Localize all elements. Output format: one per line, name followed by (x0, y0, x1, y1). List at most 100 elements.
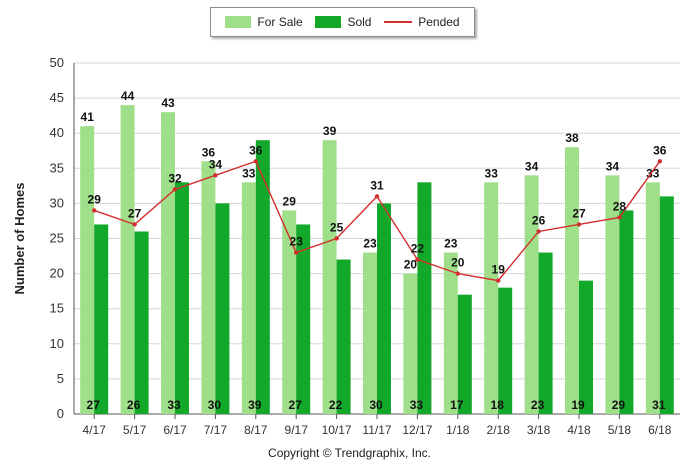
data-label-sold: 30 (208, 398, 222, 412)
data-label-for-sale: 33 (646, 166, 660, 180)
y-tick-label: 45 (50, 90, 64, 105)
bar-sold (175, 182, 189, 414)
x-tick-label: 9/17 (285, 423, 309, 437)
y-tick-label: 30 (50, 195, 64, 210)
data-label-for-sale: 41 (81, 110, 95, 124)
x-tick-label: 4/18 (567, 423, 591, 437)
bar-sold (619, 210, 634, 414)
pended-point (294, 250, 299, 255)
data-label-pended: 26 (532, 213, 546, 227)
data-label-pended: 23 (290, 235, 304, 249)
pended-point (455, 271, 460, 276)
bar-for-sale (120, 105, 135, 415)
x-tick-label: 2/18 (487, 423, 511, 437)
legend: For Sale Sold Pended (210, 7, 475, 37)
pended-point (213, 173, 218, 178)
pended-point (172, 187, 178, 192)
x-tick-label: 6/18 (648, 423, 672, 437)
bar-for-sale (282, 210, 297, 414)
data-label-for-sale: 33 (485, 166, 499, 180)
data-label-pended: 29 (88, 192, 102, 206)
x-tick-label: 5/18 (608, 423, 632, 437)
y-tick-label: 5 (57, 371, 64, 386)
data-label-pended: 31 (370, 178, 384, 192)
data-label-for-sale: 34 (525, 159, 539, 173)
legend-item-for-sale: For Sale (225, 15, 303, 29)
x-tick-label: 10/17 (322, 423, 352, 437)
bar-for-sale (403, 273, 418, 414)
bar-for-sale (241, 182, 256, 414)
data-label-for-sale: 34 (606, 159, 620, 173)
data-label-pended: 25 (330, 221, 344, 235)
data-label-sold: 18 (491, 398, 505, 412)
bar-for-sale (605, 175, 620, 414)
legend-label-for-sale: For Sale (257, 15, 303, 29)
bar-sold (538, 252, 553, 414)
data-label-pended: 27 (572, 206, 586, 220)
data-label-pended: 34 (209, 157, 223, 171)
bar-sold (336, 259, 351, 414)
y-tick-label: 35 (50, 160, 64, 175)
legend-label-sold: Sold (347, 15, 372, 29)
data-label-for-sale: 39 (323, 124, 337, 138)
data-label-sold: 29 (612, 398, 626, 412)
pended-point (334, 236, 339, 241)
y-tick-label: 40 (50, 125, 64, 140)
y-axis-label: Number of Homes (12, 183, 27, 295)
data-label-for-sale: 23 (444, 237, 458, 251)
x-tick-label: 5/17 (123, 423, 147, 437)
bar-sold (134, 231, 149, 414)
bar-sold (659, 196, 674, 414)
data-label-pended: 36 (249, 143, 263, 157)
pended-point (92, 208, 97, 213)
pended-point (132, 222, 137, 227)
y-tick-label: 25 (50, 231, 64, 246)
legend-item-pended: Pended (384, 15, 460, 29)
data-label-sold: 23 (531, 398, 545, 412)
data-label-for-sale: 43 (161, 96, 175, 110)
copyright-text: Copyright © Trendgraphix, Inc. (268, 446, 431, 460)
bar-for-sale (363, 252, 377, 414)
data-label-sold: 17 (450, 398, 464, 412)
legend-label-pended: Pended (418, 15, 460, 29)
data-label-sold: 30 (369, 398, 383, 412)
bar-sold (377, 203, 391, 414)
bar-sold (457, 294, 472, 414)
bar-sold (94, 224, 109, 414)
pended-point (536, 229, 541, 234)
data-label-pended: 32 (168, 171, 182, 185)
data-label-pended: 19 (492, 263, 506, 277)
data-label-pended: 27 (128, 206, 142, 220)
y-tick-label: 0 (57, 406, 64, 421)
data-label-for-sale: 20 (404, 258, 418, 272)
data-label-for-sale: 36 (202, 145, 216, 159)
data-label-pended: 28 (613, 199, 627, 213)
pended-point (496, 278, 501, 283)
data-label-for-sale: 38 (565, 131, 579, 145)
x-tick-label: 7/17 (204, 423, 228, 437)
bar-for-sale (565, 147, 579, 415)
data-label-sold: 39 (248, 398, 262, 412)
bar-for-sale (443, 252, 458, 414)
data-label-sold: 27 (87, 398, 101, 412)
data-label-sold: 22 (329, 398, 343, 412)
bar-for-sale (484, 182, 499, 414)
legend-swatch-for-sale (225, 16, 252, 28)
pended-point (253, 159, 258, 164)
x-tick-label: 11/17 (362, 423, 391, 437)
data-label-for-sale: 44 (121, 89, 135, 103)
x-tick-label: 6/17 (163, 423, 187, 437)
data-label-sold: 31 (652, 398, 666, 412)
data-label-sold: 33 (167, 398, 181, 412)
data-label-pended: 20 (451, 256, 465, 270)
legend-swatch-pended (384, 21, 413, 23)
pended-point (415, 257, 420, 262)
y-tick-label: 50 (50, 55, 64, 70)
bar-for-sale (524, 175, 539, 414)
data-label-sold: 19 (571, 398, 585, 412)
bar-for-sale (201, 161, 216, 414)
data-label-for-sale: 29 (283, 194, 297, 208)
data-label-for-sale: 33 (242, 166, 256, 180)
legend-swatch-sold (315, 16, 342, 28)
